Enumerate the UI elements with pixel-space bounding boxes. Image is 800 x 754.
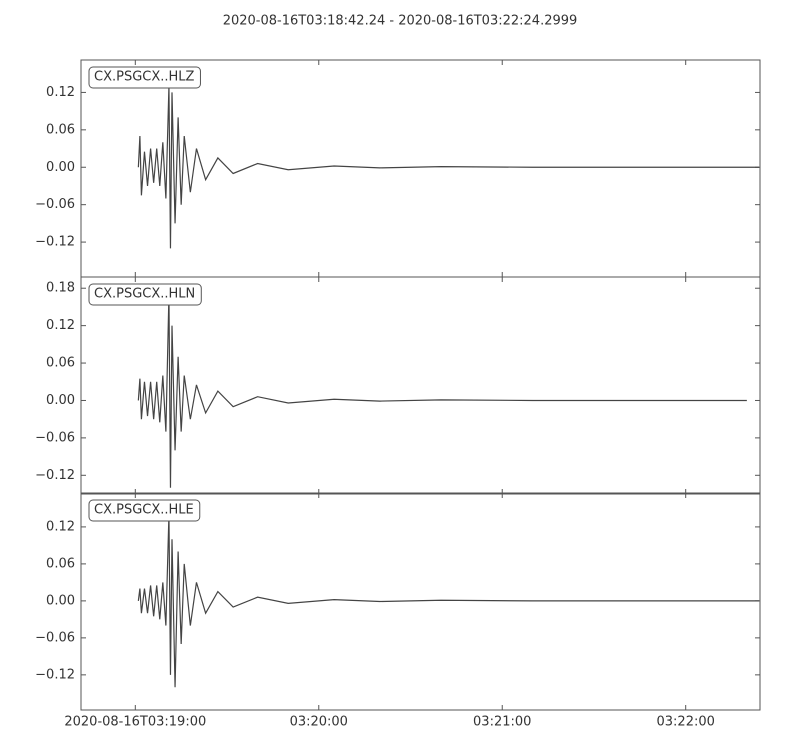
y-tick-label: −0.12 [35,667,75,682]
y-tick-label: 0.06 [46,556,75,571]
x-tick-label: 03:21:00 [473,715,531,730]
y-tick-label: 0.12 [46,85,75,100]
waveform [137,294,747,488]
y-tick-label: 0.06 [46,356,75,371]
y-tick-label: 0.00 [46,160,75,175]
y-tick-label: −0.06 [35,430,75,445]
y-tick-label: 0.00 [46,393,75,408]
x-tick-label: 2020-08-16T03:19:00 [64,715,206,730]
y-tick-label: 0.12 [46,318,75,333]
waveform [137,86,760,249]
trace-label: CX.PSGCX..HLZ [94,70,195,85]
y-tick-label: 0.18 [46,281,75,296]
trace-label-box [88,283,202,306]
x-tick-label: 03:20:00 [290,715,348,730]
plot-frame [80,276,761,495]
y-tick-label: −0.06 [35,630,75,645]
plot-frame [80,492,761,711]
trace-label-box [88,499,201,522]
y-tick-label: −0.12 [35,468,75,483]
x-tick-label: 03:22:00 [657,715,715,730]
trace-label-box [88,66,201,89]
trace-label: CX.PSGCX..HLE [94,503,194,518]
y-tick-label: −0.06 [35,197,75,212]
chart-title: 2020-08-16T03:18:42.24 - 2020-08-16T03:2… [223,14,578,29]
y-tick-label: 0.12 [46,519,75,534]
y-tick-label: 0.06 [46,122,75,137]
y-tick-label: −0.12 [35,235,75,250]
y-tick-label: 0.00 [46,593,75,608]
trace-label: CX.PSGCX..HLN [94,287,195,302]
waveform [137,514,760,688]
